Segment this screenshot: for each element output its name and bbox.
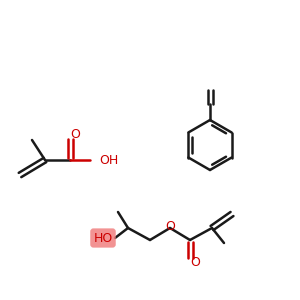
Text: HO: HO (93, 232, 112, 244)
Text: O: O (70, 128, 80, 142)
Text: O: O (190, 256, 200, 269)
Text: O: O (165, 220, 175, 232)
Text: OH: OH (99, 154, 118, 166)
